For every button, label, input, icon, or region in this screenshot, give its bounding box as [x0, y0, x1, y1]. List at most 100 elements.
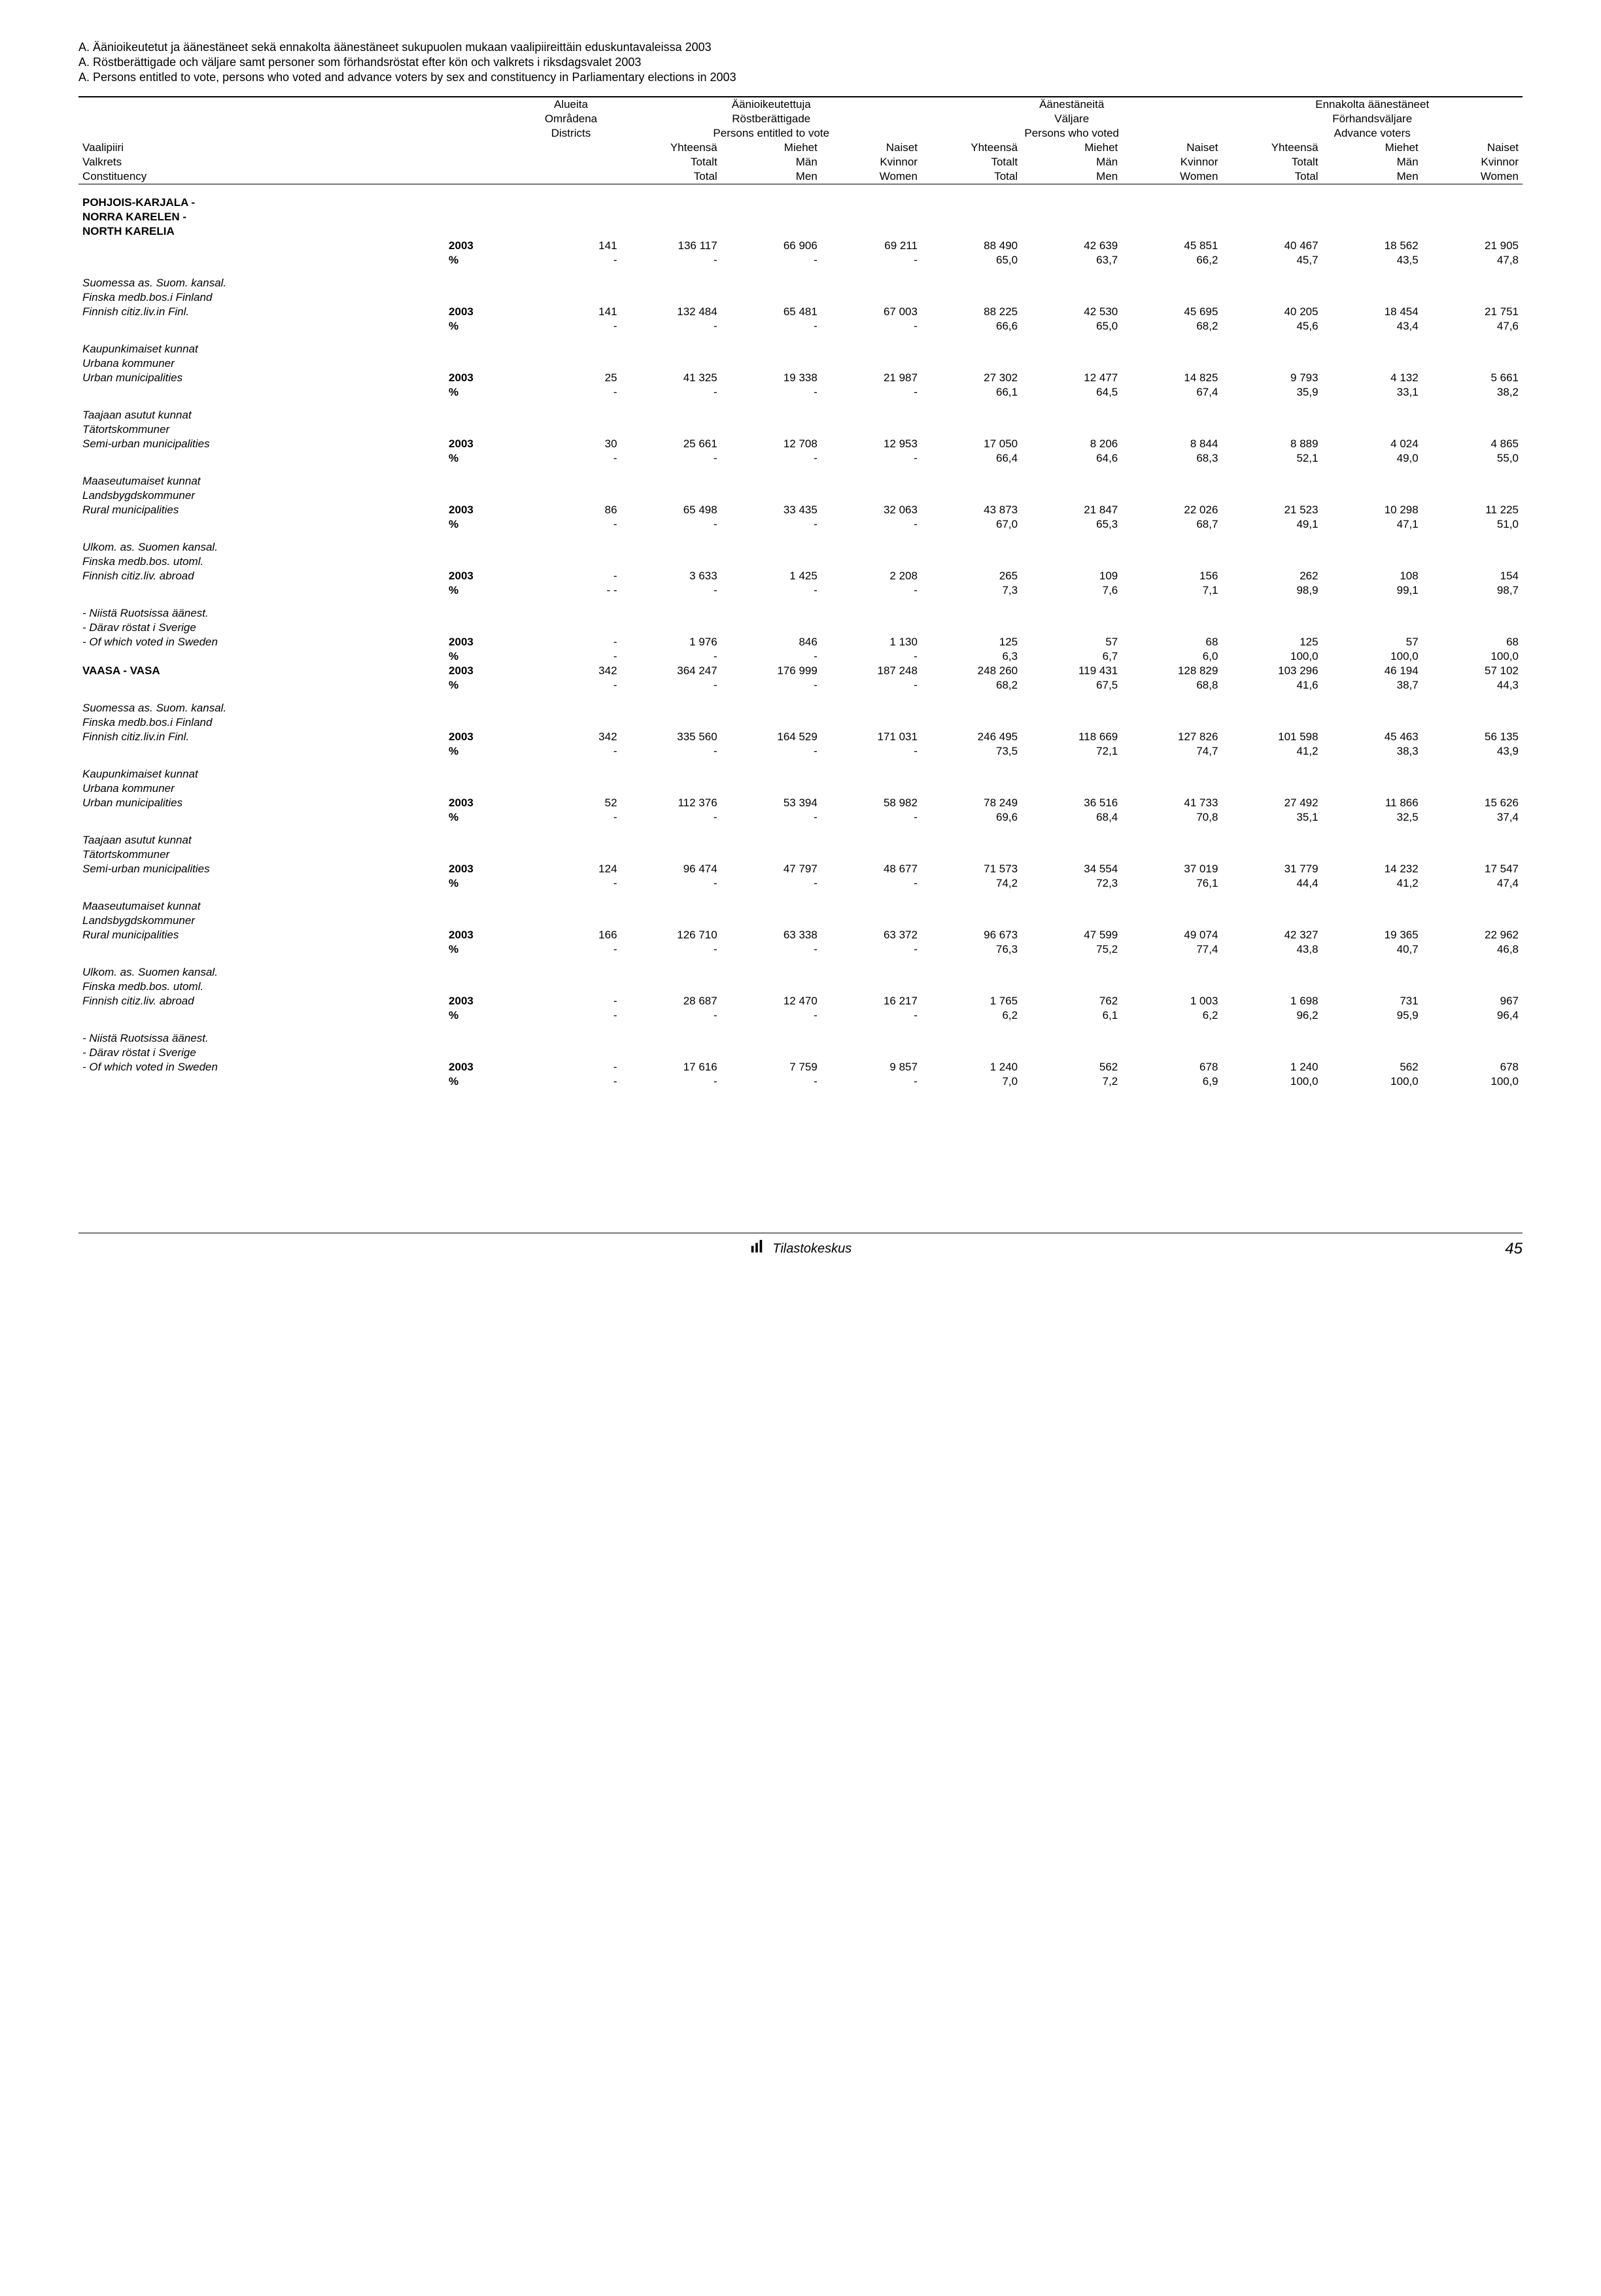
data-cell: 25 661: [621, 437, 721, 451]
data-cell: 41 733: [1122, 796, 1222, 810]
row-label: Finnish citiz.liv. abroad: [78, 569, 429, 583]
data-cell: 11 866: [1322, 796, 1422, 810]
pre-line: Urbana kommuner: [78, 781, 429, 796]
data-cell: 47,4: [1422, 876, 1523, 891]
pre-line: Ulkom. as. Suomen kansal.: [78, 957, 429, 980]
table-body: POHJOIS-KARJALA -NORRA KARELEN -NORTH KA…: [78, 184, 1523, 1089]
data-cell: 57: [1322, 635, 1422, 649]
data-cell: -: [621, 253, 721, 267]
data-cell: -: [821, 1008, 921, 1023]
year-cell: 2003: [429, 569, 521, 583]
row-label: [78, 744, 429, 759]
data-cell: 12 953: [821, 437, 921, 451]
data-cell: 1 003: [1122, 994, 1222, 1008]
pre-line: Urbana kommuner: [78, 356, 429, 371]
data-cell: 262: [1222, 569, 1322, 583]
row-label: Semi-urban municipalities: [78, 437, 429, 451]
pre-line: Taajaan asutut kunnat: [78, 400, 429, 422]
data-cell: -: [521, 451, 621, 466]
data-cell: 1 698: [1222, 994, 1322, 1008]
data-cell: 63 338: [721, 928, 821, 942]
data-cell: 69,6: [921, 810, 1022, 825]
pre-line: Ulkom. as. Suomen kansal.: [78, 532, 429, 555]
row-label: [78, 239, 429, 253]
data-cell: 35,1: [1222, 810, 1322, 825]
year-cell: 2003: [429, 305, 521, 319]
data-cell: 32 063: [821, 503, 921, 517]
row-label: Urban municipalities: [78, 371, 429, 385]
data-cell: -: [721, 942, 821, 957]
data-cell: -: [721, 876, 821, 891]
data-cell: 246 495: [921, 730, 1022, 744]
data-cell: 248 260: [921, 664, 1022, 678]
year-cell: 2003: [429, 503, 521, 517]
data-cell: -: [621, 810, 721, 825]
data-cell: 28 687: [621, 994, 721, 1008]
data-cell: 103 296: [1222, 664, 1322, 678]
data-cell: -: [821, 810, 921, 825]
data-cell: 65 498: [621, 503, 721, 517]
year-cell: %: [429, 744, 521, 759]
pre-line: - Niistä Ruotsissa äänest.: [78, 598, 429, 621]
pre-line: Tätortskommuner: [78, 422, 429, 437]
data-cell: 98,7: [1422, 583, 1523, 598]
title-en: A. Persons entitled to vote, persons who…: [78, 71, 1523, 84]
data-cell: 96,2: [1222, 1008, 1322, 1023]
data-cell: 96,4: [1422, 1008, 1523, 1023]
data-cell: 11 225: [1422, 503, 1523, 517]
data-cell: -: [521, 385, 621, 400]
data-cell: 16 217: [821, 994, 921, 1008]
data-cell: 45 695: [1122, 305, 1222, 319]
title-sv: A. Röstberättigade och väljare samt pers…: [78, 56, 1523, 69]
data-cell: 53 394: [721, 796, 821, 810]
data-cell: 42 639: [1022, 239, 1122, 253]
data-cell: 57 102: [1422, 664, 1523, 678]
year-cell: %: [429, 678, 521, 693]
data-cell: -: [821, 649, 921, 664]
pre-line: Kaupunkimaiset kunnat: [78, 759, 429, 781]
data-cell: -: [521, 942, 621, 957]
data-cell: -: [621, 649, 721, 664]
data-cell: 7,3: [921, 583, 1022, 598]
data-cell: 108: [1322, 569, 1422, 583]
data-cell: 3 633: [621, 569, 721, 583]
data-cell: 65,0: [1022, 319, 1122, 334]
data-cell: 56 135: [1422, 730, 1523, 744]
data-cell: 27 302: [921, 371, 1022, 385]
section-head-line: VAASA - VASA: [78, 664, 429, 678]
data-cell: 109: [1022, 569, 1122, 583]
data-cell: 71 573: [921, 862, 1022, 876]
data-cell: -: [621, 517, 721, 532]
data-cell: -: [521, 994, 621, 1008]
data-cell: 14 232: [1322, 862, 1422, 876]
data-cell: -: [821, 583, 921, 598]
data-cell: 176 999: [721, 664, 821, 678]
data-cell: -: [621, 451, 721, 466]
data-cell: 1 765: [921, 994, 1022, 1008]
row-label: [78, 942, 429, 957]
row-label: [78, 451, 429, 466]
data-cell: 72,1: [1022, 744, 1122, 759]
data-cell: 10 298: [1322, 503, 1422, 517]
data-cell: 68,2: [1122, 319, 1222, 334]
data-cell: 21 987: [821, 371, 921, 385]
data-cell: 58 982: [821, 796, 921, 810]
data-cell: 17 050: [921, 437, 1022, 451]
data-cell: 46 194: [1322, 664, 1422, 678]
data-cell: 7,6: [1022, 583, 1122, 598]
data-cell: 101 598: [1222, 730, 1322, 744]
data-cell: 88 490: [921, 239, 1022, 253]
pre-line: - Därav röstat i Sverige: [78, 621, 429, 635]
year-cell: %: [429, 1074, 521, 1089]
data-cell: 66,2: [1122, 253, 1222, 267]
pre-line: Finska medb.bos.i Finland: [78, 290, 429, 305]
data-cell: 1 130: [821, 635, 921, 649]
data-cell: 75,2: [1022, 942, 1122, 957]
row-label: Rural municipalities: [78, 503, 429, 517]
pre-line: Kaupunkimaiset kunnat: [78, 334, 429, 356]
data-cell: 38,7: [1322, 678, 1422, 693]
data-cell: 67,5: [1022, 678, 1122, 693]
data-cell: 42 327: [1222, 928, 1322, 942]
data-cell: 43,5: [1322, 253, 1422, 267]
data-cell: 77,4: [1122, 942, 1222, 957]
